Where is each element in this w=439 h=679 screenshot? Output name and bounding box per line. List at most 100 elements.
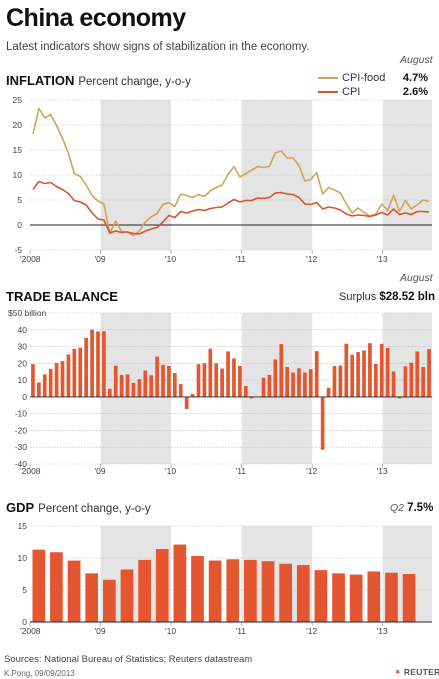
gdp-bar [349,574,363,622]
trade-bar [415,351,420,397]
y-tick-label: $50 billion [8,308,47,318]
trade-bar [243,385,248,397]
y-tick-label: 5 [17,195,22,205]
gdp-title: GDP Percent change, y-o-y [6,500,151,515]
y-tick-label: 10 [18,553,28,563]
y-tick-label: 5 [22,585,27,595]
trade-bar [385,347,390,397]
trade-bar [285,367,289,397]
y-tick-label: 30 [18,342,28,352]
x-tick-label: '11 [236,626,247,636]
trade-bar [409,362,414,397]
trade-bar [338,365,343,397]
trade-bar [113,365,118,397]
trade-bar [362,350,366,397]
page-title: China economy [6,4,186,32]
trade-bar [167,366,171,397]
y-tick-label: -20 [15,425,28,435]
legend-swatch-cpi [318,91,338,93]
trade-bar [102,331,106,397]
trade-bar [356,352,360,397]
gdp-bar [155,549,169,622]
trade-bar [267,374,272,397]
trade-bar [161,364,165,397]
gdp-bar [244,559,257,622]
trade-bar [403,366,408,397]
gdp-bar [138,559,151,622]
gdp-bar [173,544,187,622]
trade-bar [96,331,100,397]
x-tick-label: '10 [165,626,176,636]
gdp-bar [120,569,134,622]
trade-bar [291,372,295,397]
trade-bar [131,382,136,397]
legend-value-cpi: 2.6% [402,86,428,98]
trade-highlight-label: Surplus [339,291,377,303]
trade-bar [66,354,71,397]
trade-bar [107,388,112,397]
reuters-logo: ✶REUTERS [394,667,439,678]
trade-title: TRADE BALANCE [6,289,118,304]
legend-label-cpi: CPI [342,86,361,98]
trade-bar [427,349,431,397]
y-tick-label: -10 [15,409,28,419]
trade-bar [143,370,148,397]
x-tick-label: '10 [165,254,176,264]
y-tick-label: 10 [18,375,28,385]
legend-value-cpi-food: 4.7% [402,72,428,84]
trade-bar [54,363,59,397]
inflation-title-text: INFLATION [6,73,75,88]
trade-bar [190,394,195,397]
y-tick-label: 25 [13,95,23,105]
x-tick-label: '13 [377,254,388,264]
x-tick-label: '09 [95,626,106,636]
trade-bar [261,377,266,397]
reuters-logo-text: REUTERS [403,667,439,677]
trade-bar [214,363,219,397]
trade-bar [48,368,53,397]
x-tick-label: '09 [95,466,106,476]
trade-highlight-value: $28.52 bln [379,291,435,303]
trade-bar [232,358,236,397]
x-tick-label: '10 [165,466,176,476]
x-tick-label: '2008 [20,626,41,636]
trade-bar [421,367,425,397]
y-tick-label: -40 [15,459,28,469]
trade-bar [72,348,77,397]
trade-bar [184,396,189,409]
trade-bar [84,337,88,397]
trade-bar [31,364,35,397]
credit: K.Pong, 09/09/2013 [4,669,75,678]
gdp-highlight-label: Q2 [390,502,405,514]
trade-bar [208,348,213,397]
trade-bar [202,363,207,397]
gdp-bar [85,573,99,622]
gdp-bar [279,563,292,622]
gdp-bar [367,571,381,622]
trade-bar [314,351,319,397]
x-tick-label: '12 [306,466,317,476]
trade-bar [297,368,301,397]
y-tick-label: -30 [15,442,28,452]
y-tick-label: 20 [13,120,23,130]
trade-bar [119,374,124,397]
gdp-highlight: Q2 7.5% [390,502,433,514]
legend-label-cpi-food: CPI-food [342,72,386,84]
trade-highlight: Surplus $28.52 bln [339,291,435,303]
x-tick-label: '13 [377,466,388,476]
trade-bar [42,374,47,397]
x-tick-label: '11 [236,466,247,476]
x-tick-label: '13 [377,626,388,636]
trade-bar [249,396,254,399]
gdp-bar [332,573,345,622]
trade-note: August [400,272,433,284]
trade-bar [320,396,325,450]
legend-cpi: CPI 2.6% [318,86,428,98]
y-tick-label: 15 [13,145,23,155]
x-tick-label: '09 [95,254,106,264]
y-tick-label: 0 [17,220,22,230]
trade-bar [155,356,159,397]
y-tick-label: 0 [22,392,27,402]
trade-bar [78,347,83,397]
